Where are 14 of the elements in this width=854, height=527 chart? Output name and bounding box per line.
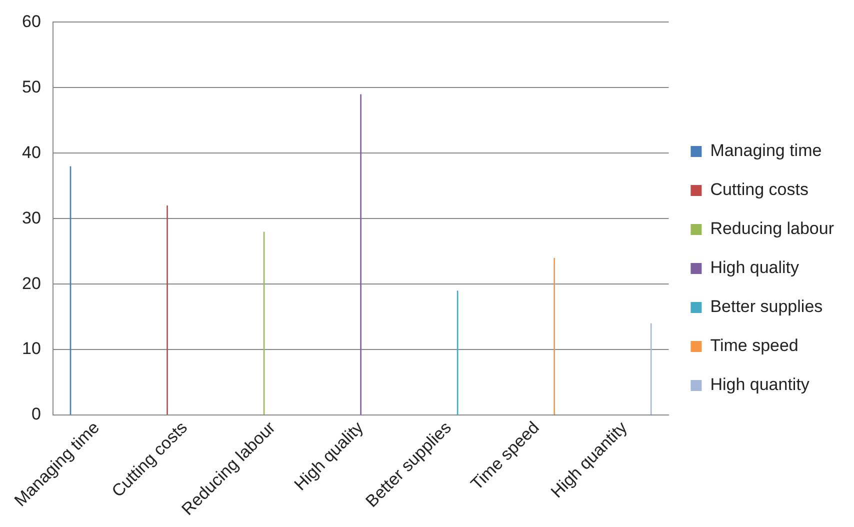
y-tick-label: 10 xyxy=(22,339,41,358)
legend-label: Managing time xyxy=(710,141,822,160)
y-tick-label: 20 xyxy=(22,274,41,293)
y-tick-label: 30 xyxy=(22,208,41,228)
y-tick-label: 60 xyxy=(22,12,41,31)
legend-label: Cutting costs xyxy=(710,180,808,200)
y-tick-label: 40 xyxy=(22,142,41,162)
legend-label: High quantity xyxy=(710,375,810,394)
legend-label: Time speed xyxy=(710,336,798,356)
y-tick-label: 50 xyxy=(22,77,41,96)
y-tick-label: 0 xyxy=(31,404,41,424)
legend-label: Better supplies xyxy=(710,297,823,316)
legend-label: Reducing labour xyxy=(710,219,834,238)
legend-label: High quality xyxy=(710,258,800,278)
